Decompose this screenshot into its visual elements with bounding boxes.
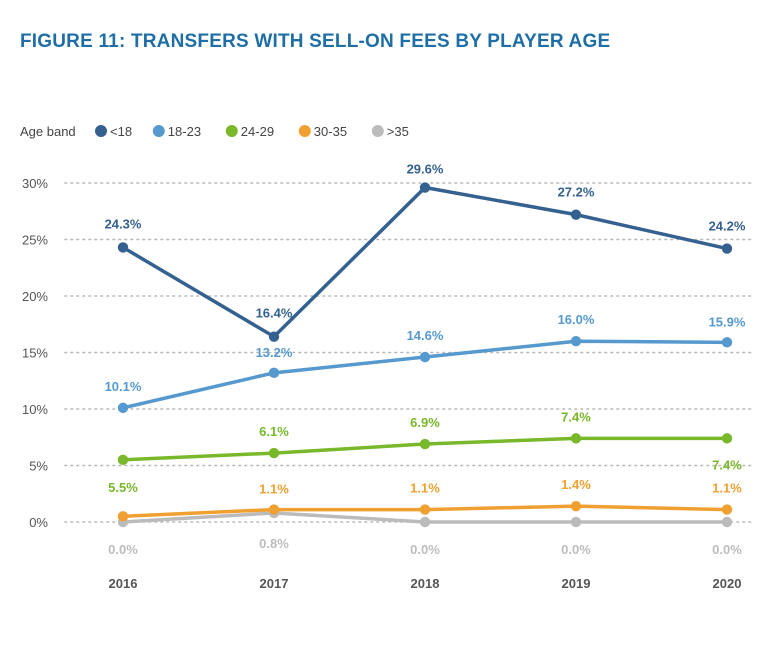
y-tick-label: 25% [22,233,48,248]
legend-label: 24-29 [241,124,274,139]
y-tick-label: 5% [29,459,48,474]
data-label: 0.0% [410,542,440,557]
data-label: 1.1% [410,481,440,496]
data-point [268,331,280,342]
data-point [419,438,431,450]
data-point [721,337,733,348]
data-point [570,500,582,512]
y-axis: 0% 5% 10% 15% 20% 25% 30% [22,176,48,530]
data-point [419,516,431,528]
data-point [268,367,280,379]
y-tick-label: 15% [22,346,48,361]
x-tick-label: 2020 [713,576,742,591]
x-axis: 2016 2017 2018 2019 2020 [109,576,742,591]
x-tick-label: 2016 [109,576,138,591]
data-label: 27.2% [558,185,595,200]
y-tick-label: 20% [22,289,48,304]
data-point [268,504,280,515]
data-point [419,351,431,363]
data-label: 13.2% [256,345,293,360]
legend-marker [298,125,311,137]
series-points [117,182,733,528]
data-label: 15.9% [709,314,746,329]
data-point [117,242,129,253]
data-label: 14.6% [407,328,444,343]
data-label: 6.1% [259,424,289,439]
data-label: 5.5% [108,480,138,495]
data-point [117,454,129,466]
legend-marker [152,125,165,137]
data-point [117,511,129,522]
data-label: 1.1% [712,481,742,496]
x-tick-label: 2017 [260,576,289,591]
data-label: 7.4% [561,409,591,424]
data-point [419,182,431,193]
legend-marker [371,125,384,137]
data-point [268,447,280,459]
y-tick-label: 30% [22,176,48,191]
data-label: 0.0% [108,542,138,557]
data-label: 16.4% [256,306,293,321]
data-label: 16.0% [558,312,595,327]
legend-marker [95,125,107,137]
series-line [121,339,729,410]
legend-label: 30-35 [314,124,347,139]
data-point [721,504,733,515]
legend-title: Age band [20,124,76,139]
data-point [570,516,582,528]
data-label: 0.8% [259,536,289,551]
data-labels: 24.3% 16.4% 29.6% 27.2% 24.2% 10.1% 13.2% 14.6%… [105,162,746,557]
legend-marker [225,125,238,137]
data-label: 0.0% [712,542,742,557]
y-tick-label: 0% [29,515,48,530]
data-point [570,433,582,444]
legend-label: 18-23 [168,124,201,139]
data-label: 7.4% [712,457,742,472]
legend-label: >35 [387,124,409,139]
legend: Age band <18 18-23 24-29 30-35 >35 [20,124,409,139]
data-point [117,402,129,414]
data-point [721,243,733,254]
data-point [570,209,582,220]
data-label: 6.9% [410,415,440,430]
chart-title: FIGURE 11: TRANSFERS WITH SELL-ON FEES B… [20,31,611,52]
data-point [419,504,431,515]
data-label: 24.3% [105,216,142,231]
series-line [121,185,729,339]
data-label: 1.1% [259,482,289,497]
x-tick-label: 2018 [411,576,440,591]
data-label: 24.2% [709,219,746,234]
legend-label: <18 [110,124,132,139]
x-tick-label: 2019 [562,576,591,591]
y-tick-label: 10% [22,402,48,417]
data-point [721,433,733,444]
data-label: 1.4% [561,477,591,492]
data-label: 0.0% [561,542,591,557]
data-point [570,336,582,347]
data-label: 29.6% [407,162,444,177]
grid [64,182,753,523]
data-point [721,516,733,528]
data-label: 10.1% [105,379,142,394]
